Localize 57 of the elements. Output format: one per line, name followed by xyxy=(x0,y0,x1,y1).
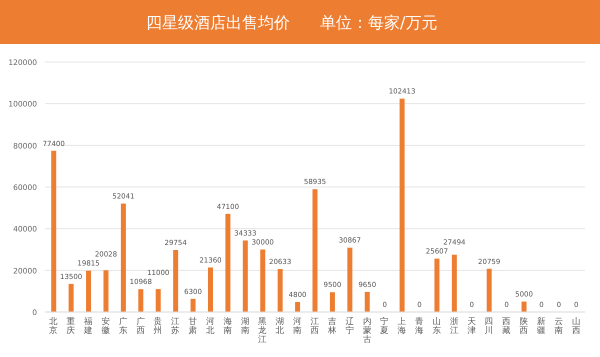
x-tick-label: 青海 xyxy=(415,316,424,336)
x-tick-label: 湖南 xyxy=(240,316,250,336)
x-tick-label: 甘肃 xyxy=(188,316,198,336)
bar xyxy=(68,284,74,312)
bar xyxy=(278,269,283,312)
bar xyxy=(190,298,196,312)
x-tick-label: 云南 xyxy=(554,317,564,336)
x-tick-label: 浙江 xyxy=(450,316,459,336)
x-tick-label: 山西 xyxy=(572,316,581,336)
bar xyxy=(295,302,300,312)
bar xyxy=(522,302,527,312)
x-tick-label: 江苏 xyxy=(171,316,180,336)
bar xyxy=(486,268,492,312)
x-tick-label: 天津 xyxy=(467,316,476,336)
x-tick-label: 海南 xyxy=(223,316,232,336)
bar xyxy=(400,98,405,312)
x-tick-label: 西藏 xyxy=(502,317,512,336)
bar xyxy=(242,240,248,312)
bar xyxy=(51,150,56,312)
chart-subtitle: 单位：每家/万元 xyxy=(320,13,438,32)
x-tick-label: 上海 xyxy=(398,316,407,336)
bar xyxy=(138,289,144,312)
x-tick-label: 河北 xyxy=(206,316,215,336)
x-tick-label: 黑龙江 xyxy=(258,316,268,345)
bar xyxy=(173,250,178,312)
bar xyxy=(103,270,108,312)
chart-title: 四星级酒店出售均价 xyxy=(146,13,290,32)
x-tick-label: 重庆 xyxy=(66,316,76,336)
x-tick-label: 广西 xyxy=(136,316,146,336)
x-tick-label: 宁夏 xyxy=(380,316,390,336)
x-tick-label: 贵州 xyxy=(154,316,163,336)
x-tick-label: 江西 xyxy=(310,316,320,336)
x-tick-label: 陕西 xyxy=(520,316,529,336)
x-tick-label: 山东 xyxy=(432,316,442,336)
bar xyxy=(156,289,161,312)
x-tick-label: 河南 xyxy=(293,316,302,336)
bar xyxy=(120,204,126,312)
x-tick-label: 安徽 xyxy=(101,316,110,336)
x-tick-label: 四川 xyxy=(484,317,494,336)
bar xyxy=(434,258,440,312)
bar xyxy=(312,189,318,312)
bar xyxy=(86,270,92,312)
bar xyxy=(452,254,457,312)
bar xyxy=(347,248,352,312)
bar xyxy=(260,250,266,312)
bar xyxy=(364,292,370,312)
x-tick-label: 广东 xyxy=(118,316,128,336)
x-tick-label: 湖北 xyxy=(276,316,285,336)
x-tick-label: 内蒙古 xyxy=(362,316,372,345)
x-tick-label: 辽宁 xyxy=(345,316,354,336)
x-tick-label: 福建 xyxy=(83,316,94,336)
x-tick-label: 新疆 xyxy=(536,316,546,336)
bar xyxy=(330,292,335,312)
x-tick-label: 北京 xyxy=(49,316,58,336)
bar xyxy=(208,268,213,312)
bar xyxy=(225,214,230,312)
x-tick-label: 吉林 xyxy=(326,316,337,336)
